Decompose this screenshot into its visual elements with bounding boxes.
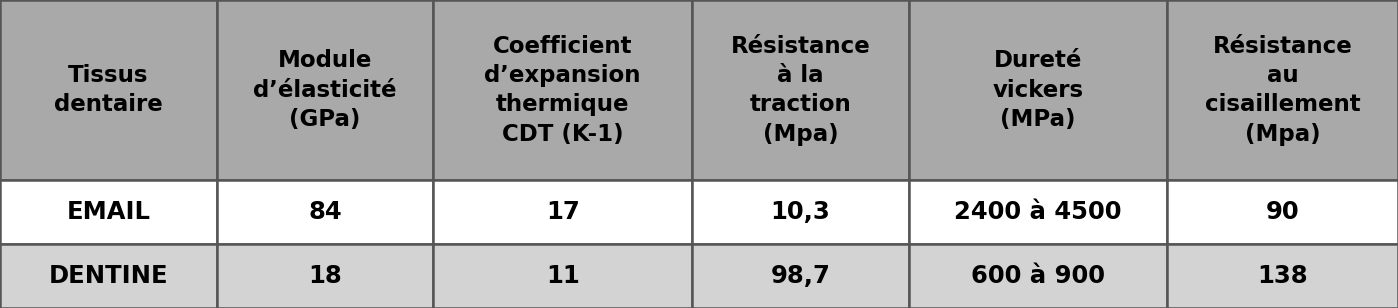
- Bar: [1167, 0, 1398, 180]
- Text: 90: 90: [1265, 200, 1300, 224]
- Bar: [909, 180, 1167, 244]
- Text: Résistance
à la
traction
(Mpa): Résistance à la traction (Mpa): [731, 34, 870, 146]
- Bar: [692, 180, 909, 244]
- Bar: [1167, 180, 1398, 244]
- Text: Module
d’élasticité
(GPa): Module d’élasticité (GPa): [253, 49, 397, 131]
- Text: 11: 11: [545, 264, 580, 288]
- Bar: [909, 0, 1167, 180]
- Bar: [0, 0, 217, 180]
- Bar: [433, 0, 692, 180]
- Text: 18: 18: [308, 264, 343, 288]
- Text: 84: 84: [308, 200, 343, 224]
- Bar: [1167, 244, 1398, 308]
- Text: Coefficient
d’expansion
thermique
CDT (K-1): Coefficient d’expansion thermique CDT (K…: [485, 34, 640, 146]
- Text: 98,7: 98,7: [770, 264, 830, 288]
- Bar: [433, 244, 692, 308]
- Bar: [0, 244, 217, 308]
- Bar: [217, 244, 433, 308]
- Text: Résistance
au
cisaillement
(Mpa): Résistance au cisaillement (Mpa): [1205, 34, 1360, 146]
- Bar: [433, 180, 692, 244]
- Text: EMAIL: EMAIL: [66, 200, 151, 224]
- Text: Tissus
dentaire: Tissus dentaire: [55, 64, 162, 116]
- Bar: [217, 0, 433, 180]
- Text: 138: 138: [1257, 264, 1309, 288]
- Text: Dureté
vickers
(MPa): Dureté vickers (MPa): [993, 49, 1083, 131]
- Text: 600 à 900: 600 à 900: [972, 264, 1104, 288]
- Text: 17: 17: [545, 200, 580, 224]
- Text: DENTINE: DENTINE: [49, 264, 168, 288]
- Bar: [909, 244, 1167, 308]
- Text: 10,3: 10,3: [770, 200, 830, 224]
- Text: 2400 à 4500: 2400 à 4500: [955, 200, 1121, 224]
- Bar: [692, 0, 909, 180]
- Bar: [217, 180, 433, 244]
- Bar: [692, 244, 909, 308]
- Bar: [0, 180, 217, 244]
